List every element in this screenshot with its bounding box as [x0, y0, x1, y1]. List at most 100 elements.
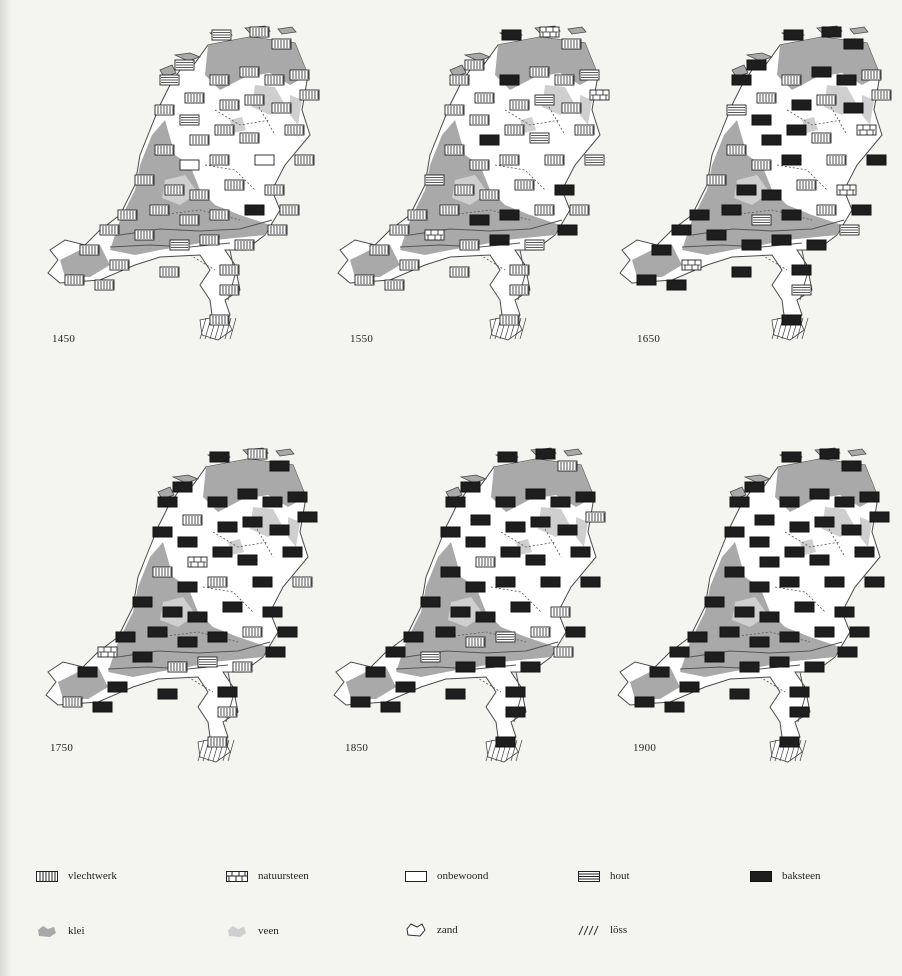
hout-symbol [495, 631, 516, 643]
baksteen-symbol [819, 448, 840, 460]
vlechtwerk-symbol [389, 224, 410, 236]
baksteen-symbol [495, 496, 516, 508]
province-border [157, 631, 239, 643]
veen-area [290, 95, 302, 125]
province-border [214, 109, 271, 126]
baksteen-symbol [751, 114, 772, 126]
baksteen-symbol [784, 546, 805, 558]
hout-swatch-icon [578, 870, 600, 882]
vlechtwerk-symbol [561, 102, 582, 114]
vlechtwerk-symbol [475, 556, 496, 568]
baksteen-symbol [749, 536, 770, 548]
page-edge-shadow [0, 0, 12, 976]
province-border [759, 676, 786, 693]
natuursteen-swatch-icon [226, 870, 248, 882]
province-border [187, 676, 214, 693]
baksteen-symbol [869, 511, 890, 523]
baksteen-symbol [781, 314, 802, 326]
vlechtwerk-symbol [179, 214, 200, 226]
province-border [729, 631, 811, 643]
vlechtwerk-symbol [756, 92, 777, 104]
vlechtwerk-symbol [444, 144, 465, 156]
baksteen-symbol [440, 526, 461, 538]
baksteen-symbol [704, 651, 725, 663]
baksteen-symbol [445, 496, 466, 508]
baksteen-symbol [550, 496, 571, 508]
hout-symbol [169, 239, 190, 251]
baksteen-symbol [489, 234, 510, 246]
legend-item-baksteen: baksteen [750, 870, 820, 882]
baksteen-symbol [704, 596, 725, 608]
baksteen-symbol [854, 546, 875, 558]
province-border [544, 99, 566, 136]
baksteen-symbol [209, 451, 230, 463]
baksteen-symbol [252, 576, 273, 588]
baksteen-symbol [679, 681, 700, 693]
baksteen-symbol [395, 681, 416, 693]
hout-symbol [159, 74, 180, 86]
baksteen-symbol [469, 214, 490, 226]
vlechtwerk-symbol [354, 274, 375, 286]
wadden-island [277, 26, 297, 35]
baksteen-symbol [77, 666, 98, 678]
vlechtwerk-symbol [449, 266, 470, 278]
netherlands-map [337, 25, 610, 341]
vlechtwerk-symbol [479, 189, 500, 201]
province-border [540, 521, 562, 558]
vlechtwerk-symbol [369, 244, 390, 256]
vlechtwerk-symbol [726, 144, 747, 156]
map-1450 [40, 15, 330, 355]
vlechtwerk-swatch-icon [36, 870, 58, 882]
baksteen-symbol [500, 546, 521, 558]
baksteen-symbol [804, 661, 825, 673]
baksteen-symbol [580, 576, 601, 588]
baksteen-symbol [162, 606, 183, 618]
hout-symbol [791, 284, 812, 296]
wadden-island [743, 474, 772, 484]
baksteen-symbol [217, 686, 238, 698]
baksteen-symbol [791, 264, 812, 276]
baksteen-symbol [811, 66, 832, 78]
natuursteen-symbol [424, 229, 445, 241]
baksteen-symbol [781, 451, 802, 463]
province-border [786, 109, 843, 126]
vlechtwerk-symbol [781, 74, 802, 86]
netherlands-map [47, 25, 320, 341]
baksteen-symbol [115, 631, 136, 643]
veen-swatch-icon [228, 926, 246, 937]
baksteen-symbol [814, 626, 835, 638]
vlechtwerk-symbol [94, 279, 115, 291]
vlechtwerk-symbol [149, 204, 170, 216]
baksteen-symbol [669, 646, 690, 658]
vlechtwerk-symbol [554, 74, 575, 86]
map-1900 [610, 437, 900, 777]
baksteen-symbol [651, 244, 672, 256]
baksteen-symbol [836, 74, 857, 86]
vlechtwerk-symbol [469, 114, 490, 126]
vlechtwerk-symbol [465, 636, 486, 648]
hout-symbol [420, 651, 441, 663]
baksteen-symbol [781, 154, 802, 166]
baksteen-symbol [739, 661, 760, 673]
baksteen-symbol [634, 696, 655, 708]
baksteen-symbol [207, 496, 228, 508]
vlechtwerk-symbol [271, 102, 292, 114]
vlechtwerk-symbol [534, 204, 555, 216]
province-border [445, 631, 527, 643]
vlechtwerk-symbol [134, 229, 155, 241]
baksteen-symbol [809, 488, 830, 500]
vlechtwerk-symbol [574, 124, 595, 136]
baksteen-symbol [789, 521, 810, 533]
vlechtwerk-symbol [509, 264, 530, 276]
vlechtwerk-symbol [530, 626, 551, 638]
vlechtwerk-symbol [209, 209, 230, 221]
vlechtwerk-symbol [816, 94, 837, 106]
baksteen-symbol [781, 209, 802, 221]
baksteen-symbol [445, 688, 466, 700]
wadden-island [849, 26, 869, 35]
baksteen-symbol [244, 204, 265, 216]
baksteen-symbol [499, 74, 520, 86]
baksteen-symbol [499, 209, 520, 221]
vlechtwerk-symbol [509, 284, 530, 296]
baksteen-symbol [731, 74, 752, 86]
